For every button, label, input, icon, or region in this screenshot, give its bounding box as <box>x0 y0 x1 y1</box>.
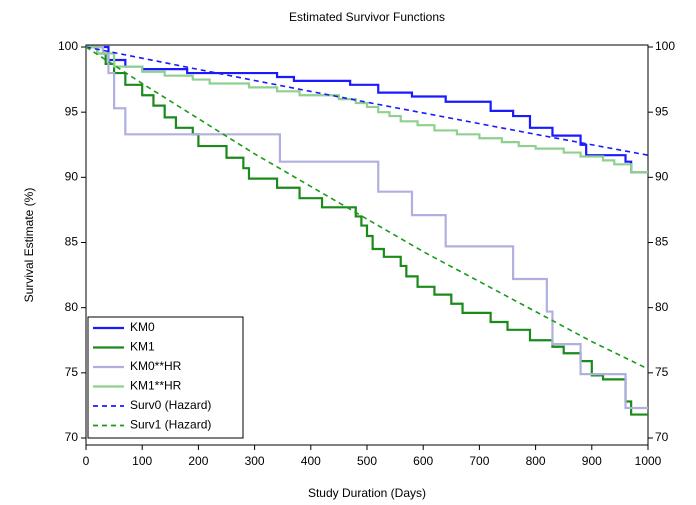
y2-tick-label: 80 <box>655 300 669 314</box>
chart-title: Estimated Survivor Functions <box>289 10 445 24</box>
y-tick-label: 90 <box>65 170 79 184</box>
y-tick-label: 75 <box>65 365 79 379</box>
y2-tick-label: 85 <box>655 235 669 249</box>
y2-tick-label: 100 <box>655 39 675 53</box>
y-axis-label: Survival Estimate (%) <box>22 188 36 303</box>
series-line <box>85 46 649 156</box>
x-axis-label: Study Duration (Days) <box>308 486 426 500</box>
legend-label: KM1 <box>130 340 155 354</box>
series-line <box>86 45 648 174</box>
y2-tick-label: 70 <box>655 430 669 444</box>
x-tick-label: 400 <box>301 454 321 468</box>
y-tick-label: 95 <box>65 104 79 118</box>
x-tick-label: 700 <box>469 454 489 468</box>
legend-label: Surv1 (Hazard) <box>130 418 211 432</box>
series-line <box>86 45 648 416</box>
y-tick-label: 85 <box>65 235 79 249</box>
x-tick-label: 600 <box>413 454 433 468</box>
series-line <box>86 45 648 174</box>
series-line <box>86 45 648 410</box>
y-tick-label: 100 <box>58 39 78 53</box>
x-tick-label: 200 <box>188 454 208 468</box>
x-tick-label: 800 <box>526 454 546 468</box>
legend-label: KM1**HR <box>130 379 182 393</box>
y-tick-label: 80 <box>65 300 79 314</box>
y2-tick-label: 75 <box>655 365 669 379</box>
x-tick-label: 0 <box>83 454 90 468</box>
y2-tick-label: 95 <box>655 104 669 118</box>
x-tick-label: 500 <box>357 454 377 468</box>
legend-label: KM0 <box>130 320 155 334</box>
legend-label: Surv0 (Hazard) <box>130 398 211 412</box>
series-line <box>85 46 649 370</box>
legend-box <box>87 316 244 439</box>
x-tick-label: 300 <box>245 454 265 468</box>
y2-tick-label: 90 <box>655 170 669 184</box>
y-tick-label: 70 <box>65 430 79 444</box>
x-tick-label: 100 <box>132 454 152 468</box>
x-tick-label: 1000 <box>635 454 662 468</box>
legend-label: KM0**HR <box>130 359 182 373</box>
x-tick-label: 900 <box>582 454 602 468</box>
